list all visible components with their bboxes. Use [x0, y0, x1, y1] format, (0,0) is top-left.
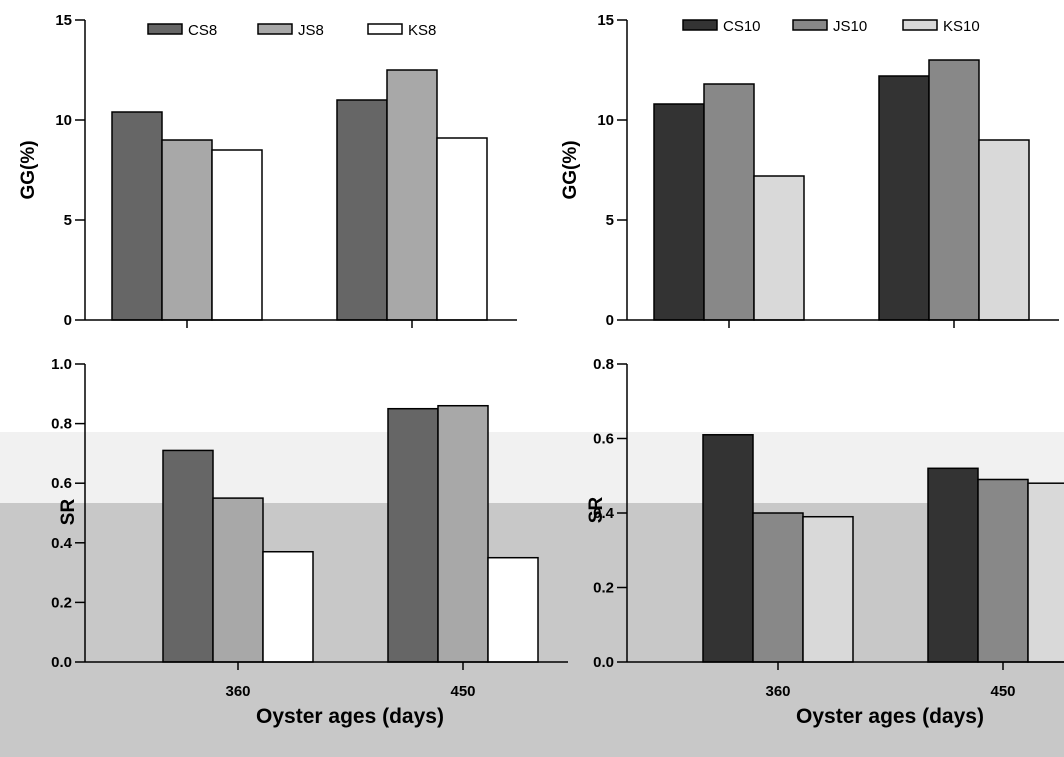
legend-label-js8: JS8 — [298, 22, 324, 39]
bar-cs8-0 — [162, 449, 214, 663]
y-tick-label: 5 — [64, 212, 72, 229]
gg-left-y-axis: 0 5 10 15 — [55, 12, 517, 329]
sr-left-axes: 0.0 0.2 0.4 0.6 0.8 1.0 360 450 — [51, 356, 568, 700]
y-tick-label: 0.2 — [593, 580, 614, 597]
bar-ks8-1 — [487, 556, 539, 663]
y-tick-label: 15 — [55, 12, 72, 29]
bar-cs10-1 — [927, 467, 979, 663]
gg-right-legend: CS10 JS10 KS10 — [682, 18, 980, 35]
bar-cs10-0 — [702, 434, 754, 663]
y-tick-label: 0.6 — [593, 431, 614, 448]
panel-gg-right: 0 5 10 15 GG(%) CS10 JS10 KS10 — [560, 12, 1059, 329]
gg-right-bars — [653, 59, 1030, 321]
y-tick-label: 0.2 — [51, 594, 72, 611]
legend-label-ks8: KS8 — [408, 22, 436, 39]
y-tick-label: 10 — [597, 112, 614, 129]
gg-left-ylabel: GG(%) — [18, 140, 39, 199]
y-tick-label: 0.6 — [51, 475, 72, 492]
bar-js10-0 — [703, 83, 755, 321]
legend-swatch-ks8 — [367, 23, 403, 35]
panel-sr-right: 0.0 0.2 0.4 0.6 0.8 360 450 SR Oyster ages (da… — [586, 356, 1064, 728]
bar-ks8-1 — [436, 137, 488, 321]
x-tick-label: 450 — [990, 683, 1015, 700]
legend-label-cs10: CS10 — [723, 18, 761, 35]
sr-left-ylabel: SR — [58, 499, 79, 526]
legend-label-js10: JS10 — [833, 18, 867, 35]
y-tick-label: 0.0 — [593, 654, 614, 671]
y-tick-label: 0.8 — [593, 356, 614, 373]
bar-cs10-1 — [878, 75, 930, 321]
legend-swatch-js8 — [257, 23, 293, 35]
bar-cs8-1 — [336, 99, 388, 321]
y-tick-label: 0.0 — [51, 654, 72, 671]
legend-label-cs8: CS8 — [188, 22, 217, 39]
bar-ks10-0 — [802, 515, 854, 663]
y-tick-label: 0 — [606, 312, 614, 329]
panel-gg-left: 0 5 10 15 GG(%) CS8 JS8 KS8 — [18, 12, 517, 329]
bar-ks10-1 — [978, 139, 1030, 321]
sr-left-xlabel: Oyster ages (days) — [256, 705, 444, 728]
legend-swatch-cs8 — [147, 23, 183, 35]
x-tick-label: 450 — [450, 683, 475, 700]
gg-right-y-axis: 0 5 10 15 — [597, 12, 1059, 329]
x-tick-label: 360 — [765, 683, 790, 700]
panel-sr-left: 0.0 0.2 0.4 0.6 0.8 1.0 360 450 SR Oyster ages … — [51, 356, 568, 728]
sr-right-bars — [702, 434, 1064, 663]
legend-swatch-cs10 — [682, 19, 718, 31]
sr-right-ylabel: SR — [586, 497, 607, 524]
bar-ks8-0 — [262, 550, 314, 663]
bar-cs8-1 — [387, 407, 439, 663]
bar-ks10-1 — [1027, 482, 1064, 663]
y-tick-label: 0 — [64, 312, 72, 329]
y-tick-label: 5 — [606, 212, 614, 229]
y-tick-label: 10 — [55, 112, 72, 129]
bar-js10-1 — [928, 59, 980, 321]
y-tick-label: 1.0 — [51, 356, 72, 373]
sr-right-xlabel: Oyster ages (days) — [796, 705, 984, 728]
y-tick-label: 0.4 — [593, 505, 615, 522]
bar-ks8-0 — [211, 149, 263, 321]
bar-js10-0 — [752, 512, 804, 663]
bar-js8-1 — [437, 404, 489, 663]
bar-js8-0 — [212, 497, 264, 663]
x-tick-label: 360 — [225, 683, 250, 700]
y-tick-label: 0.8 — [51, 416, 72, 433]
sr-right-axes: 0.0 0.2 0.4 0.6 0.8 360 450 — [593, 356, 1064, 700]
bar-js10-1 — [977, 478, 1029, 663]
bar-js8-1 — [386, 69, 438, 321]
y-tick-label: 15 — [597, 12, 614, 29]
bar-ks10-0 — [753, 175, 805, 321]
gg-left-legend: CS8 JS8 KS8 — [147, 22, 436, 39]
gg-left-bars — [111, 69, 488, 321]
legend-label-ks10: KS10 — [943, 18, 980, 35]
legend-swatch-js10 — [792, 19, 828, 31]
y-tick-label: 0.4 — [51, 535, 73, 552]
bar-cs8-0 — [111, 111, 163, 321]
legend-swatch-ks10 — [902, 19, 938, 31]
gg-right-ylabel: GG(%) — [560, 140, 581, 199]
sr-left-bars — [162, 404, 539, 663]
bar-js8-0 — [161, 139, 213, 321]
bar-cs10-0 — [653, 103, 705, 321]
